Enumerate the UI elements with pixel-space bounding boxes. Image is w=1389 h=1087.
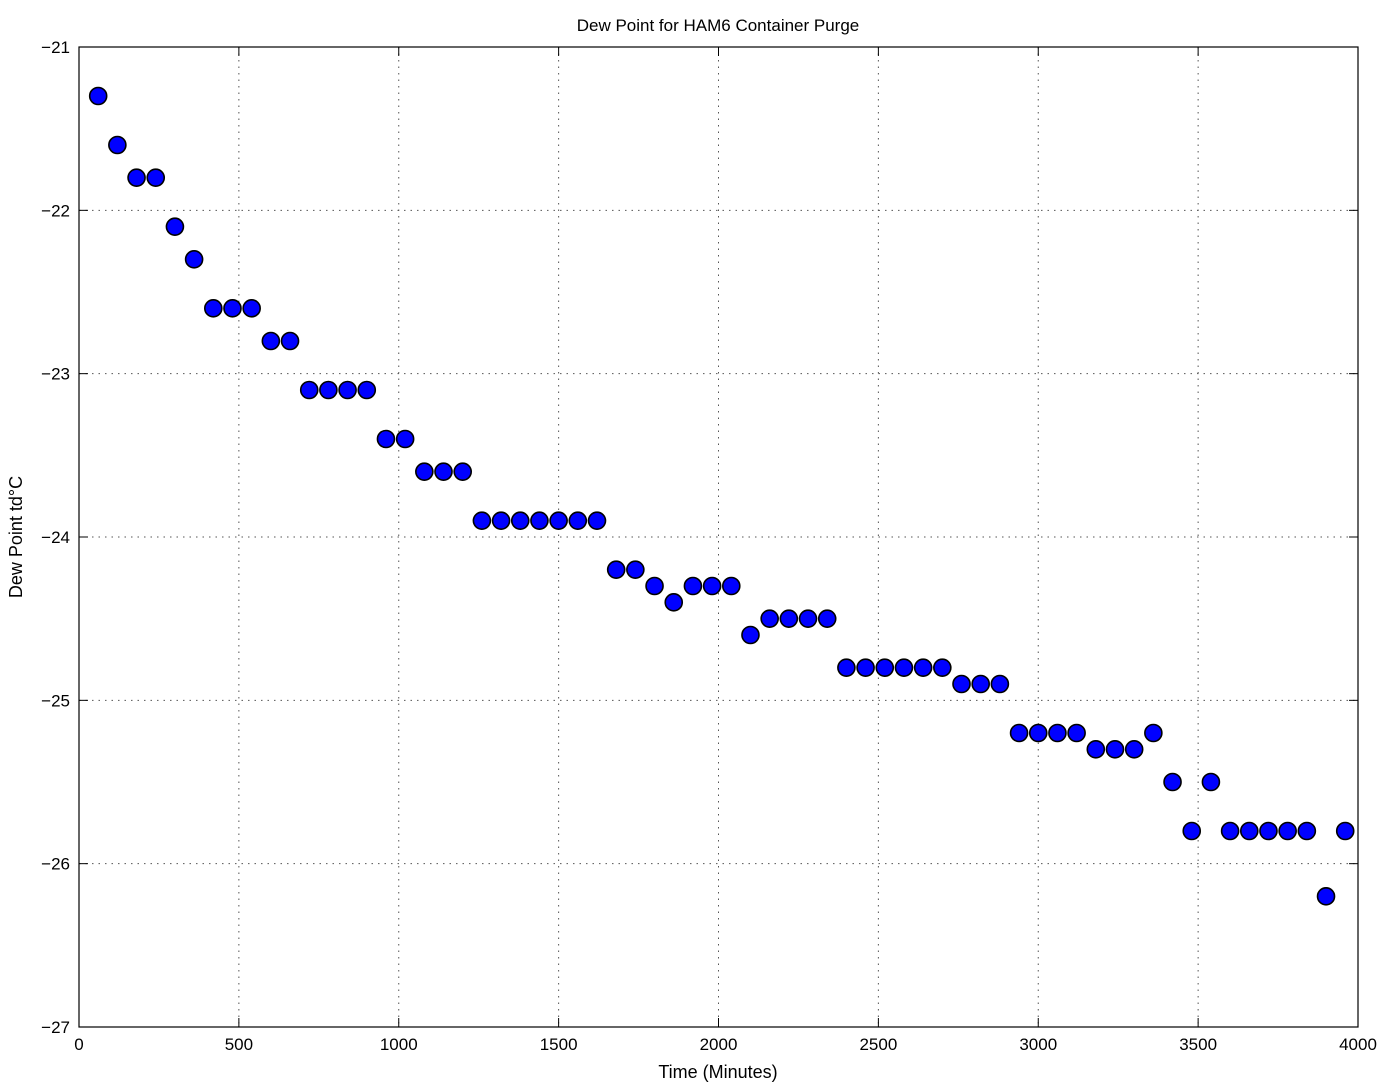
data-point [913, 658, 933, 677]
data-point [664, 593, 684, 612]
data-point [568, 511, 588, 530]
y-tick-label: −25 [41, 691, 70, 710]
data-point [990, 674, 1010, 694]
y-axis-label: Dew Point td°C [6, 476, 26, 598]
data-point [1259, 821, 1278, 841]
data-point [88, 86, 108, 106]
y-tick-labels: −21 −22 −23 −24 −25 −26 −27 [41, 38, 70, 1037]
data-point [127, 168, 146, 187]
data-point [1278, 821, 1297, 841]
x-tick-labels: 0 500 1000 1500 2000 2500 3000 3500 4000 [74, 1035, 1377, 1054]
data-point [472, 511, 492, 530]
data-point [606, 560, 626, 579]
data-point [1048, 723, 1067, 743]
data-point [626, 560, 645, 579]
x-tick-label: 2000 [700, 1035, 738, 1054]
data-point [683, 576, 703, 596]
data-point [165, 217, 185, 236]
data-point [1182, 821, 1202, 841]
data-point [1201, 772, 1221, 792]
x-tick-label: 4000 [1339, 1035, 1377, 1054]
data-point [376, 429, 396, 449]
x-tick-label: 2500 [859, 1035, 897, 1054]
data-point [549, 511, 568, 530]
data-point [1297, 821, 1317, 841]
data-point [415, 462, 434, 481]
y-tick-label: −27 [41, 1018, 70, 1037]
data-point [875, 658, 895, 677]
data-point [933, 658, 952, 677]
data-points [88, 86, 1355, 906]
data-point [1086, 740, 1106, 759]
data-point [837, 658, 856, 677]
axis-ticks [78, 46, 1359, 1028]
data-point [1105, 740, 1125, 759]
data-point [108, 135, 127, 155]
x-tick-label: 3500 [1179, 1035, 1217, 1054]
data-point [146, 168, 166, 187]
data-point [1067, 723, 1086, 743]
data-point [1316, 887, 1336, 906]
x-tick-label: 500 [225, 1035, 253, 1054]
data-point [1335, 821, 1355, 841]
data-point [338, 380, 357, 400]
data-point [299, 380, 319, 400]
data-point [491, 511, 511, 530]
x-tick-label: 0 [74, 1035, 83, 1054]
data-point [779, 609, 799, 628]
data-point [856, 658, 875, 677]
chart-title: Dew Point for HAM6 Container Purge [577, 16, 860, 35]
data-point [587, 511, 607, 530]
data-point [1220, 821, 1240, 841]
data-point [510, 511, 530, 530]
data-point [1163, 772, 1182, 792]
grid-lines [79, 47, 1358, 1027]
y-tick-label: −24 [41, 528, 70, 547]
x-tick-label: 1500 [540, 1035, 578, 1054]
data-point [530, 511, 549, 530]
data-point [395, 429, 415, 449]
y-tick-label: −23 [41, 365, 70, 384]
data-point [184, 250, 204, 269]
data-point [760, 609, 779, 628]
data-point [261, 331, 281, 351]
data-point [971, 674, 990, 694]
data-point [1144, 723, 1163, 743]
data-point [357, 380, 377, 400]
data-point [453, 462, 473, 481]
x-tick-label: 1000 [380, 1035, 418, 1054]
data-point [223, 299, 242, 318]
data-point [741, 625, 760, 645]
data-point [721, 576, 741, 596]
x-axis-label: Time (Minutes) [658, 1062, 777, 1082]
data-point [702, 576, 722, 596]
data-point [280, 331, 300, 351]
data-point [203, 299, 223, 318]
data-point [1239, 821, 1259, 841]
data-point [242, 299, 261, 318]
data-point [434, 462, 453, 481]
data-point [1124, 740, 1144, 759]
y-tick-label: −21 [41, 38, 70, 57]
data-point [798, 609, 818, 628]
data-point [817, 609, 837, 628]
data-point [645, 576, 664, 596]
data-point [319, 380, 338, 400]
y-tick-label: −22 [41, 201, 70, 220]
data-point [894, 658, 914, 677]
data-point [952, 674, 971, 694]
y-tick-label: −26 [41, 855, 70, 874]
data-point [1028, 723, 1048, 743]
x-tick-label: 3000 [1019, 1035, 1057, 1054]
data-point [1009, 723, 1029, 743]
